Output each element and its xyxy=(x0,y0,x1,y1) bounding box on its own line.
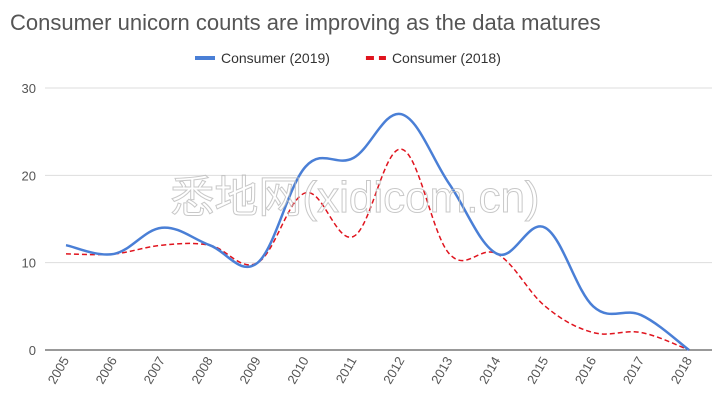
x-tick-label: 2007 xyxy=(140,354,167,387)
legend-label: Consumer (2018) xyxy=(392,50,501,66)
x-tick-label: 2013 xyxy=(428,354,455,387)
series-line xyxy=(65,112,690,352)
x-tick-label: 2017 xyxy=(620,354,647,387)
y-tick-label: 20 xyxy=(22,168,36,183)
series-line xyxy=(65,148,690,351)
x-tick-label: 2014 xyxy=(476,354,503,387)
y-tick-label: 10 xyxy=(22,256,36,271)
chart-title: Consumer unicorn counts are improving as… xyxy=(10,10,601,35)
x-tick-label: 2016 xyxy=(572,354,599,387)
y-tick-label: 30 xyxy=(22,81,36,96)
x-tick-label: 2006 xyxy=(93,354,120,387)
x-tick-label: 2008 xyxy=(188,354,215,387)
x-tick-label: 2015 xyxy=(524,354,551,387)
x-tick-label: 2005 xyxy=(45,354,72,387)
y-tick-label: 0 xyxy=(29,343,36,358)
x-tick-label: 2012 xyxy=(380,354,407,387)
legend-label: Consumer (2019) xyxy=(221,50,330,66)
x-tick-label: 2011 xyxy=(333,354,360,386)
x-tick-label: 2009 xyxy=(236,354,263,387)
watermark: 悉地网(xidicom.cn) xyxy=(170,173,539,222)
x-tick-label: 2010 xyxy=(284,354,311,387)
x-tick-label: 2018 xyxy=(668,354,695,387)
